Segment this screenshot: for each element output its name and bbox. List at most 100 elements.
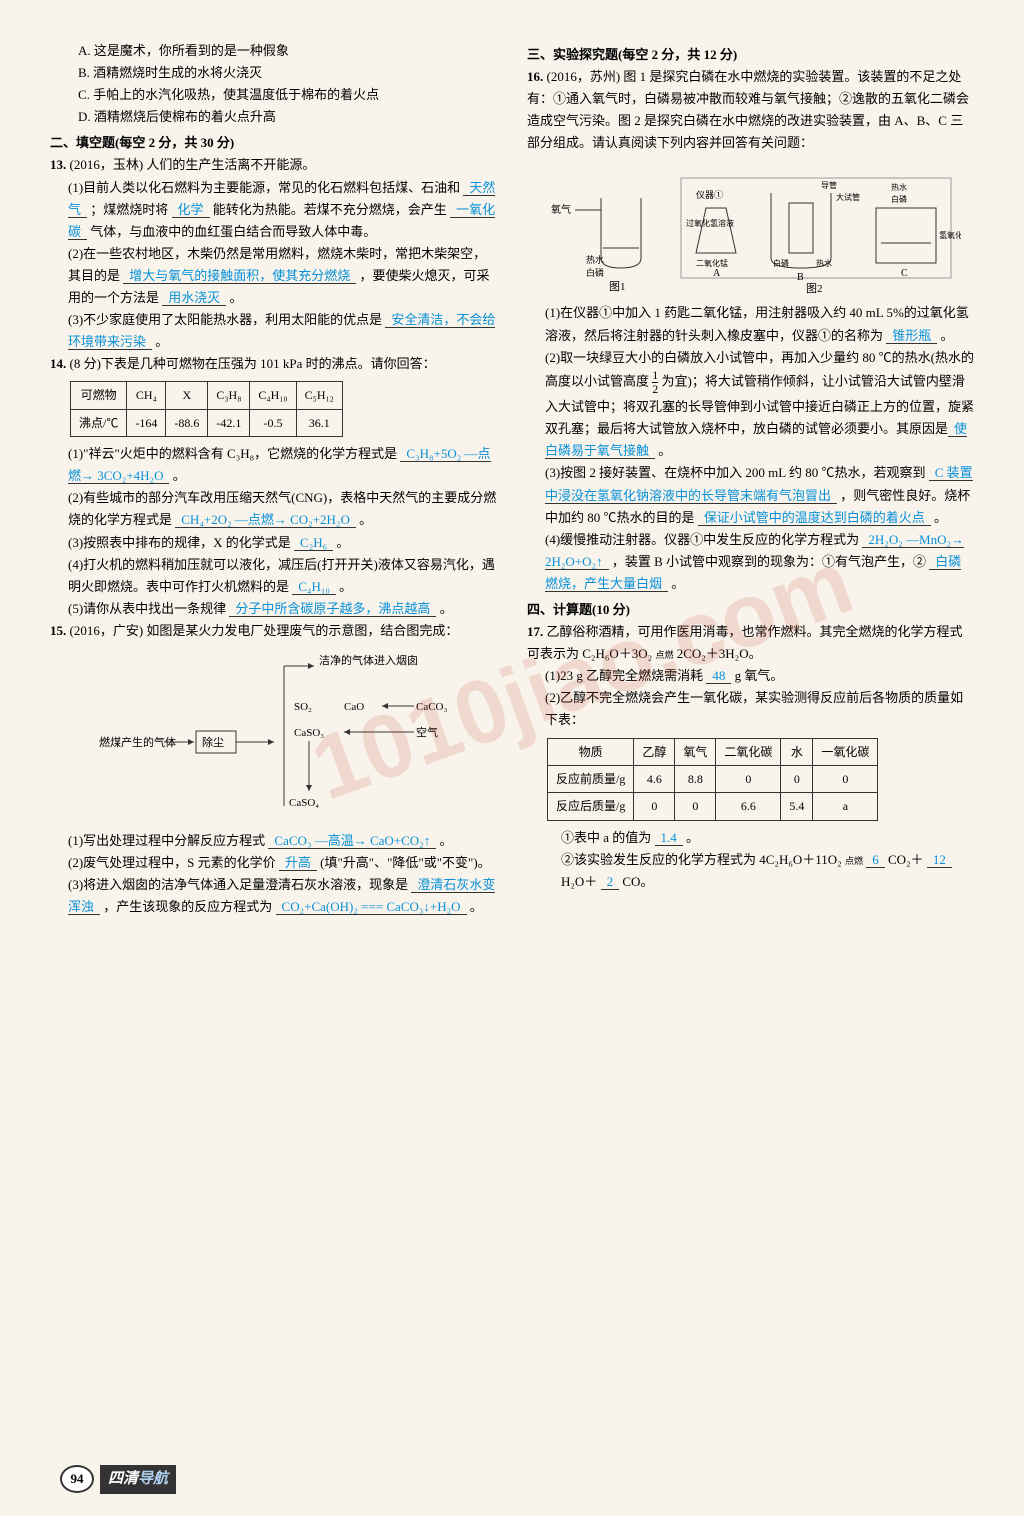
q15: 15. (2016，广安) 如图是某火力发电厂处理废气的示意图，结合图完成： <box>50 620 497 642</box>
t17-h2: 氧气 <box>675 738 716 765</box>
q13-1-blank-2: 化学 <box>172 202 210 218</box>
t17-r2-label: 反应后质量/g <box>548 793 634 820</box>
q17-2-1-end: 。 <box>683 830 699 845</box>
t14-c1: CH₄ <box>127 382 166 409</box>
d16-labB: B <box>797 272 804 283</box>
t14-b3: -42.1 <box>208 409 250 436</box>
t17-r2-2: 0 <box>675 793 716 820</box>
q14-3-text: (3)按照表中排布的规律，X 的化学式是 <box>68 535 294 550</box>
q13-2-blank-2: 用水浇灭 <box>162 290 226 306</box>
q13-2-blank-1: 增大与氧气的接触面积，使其充分燃烧 <box>123 268 356 284</box>
q14-5-end: 。 <box>436 601 452 616</box>
d16-naoh: 氢氧化钠溶液 <box>939 230 961 240</box>
d15-air: 空气 <box>416 725 438 739</box>
frac-den: 2 <box>652 383 658 396</box>
q15-source: (2016，广安) <box>70 623 144 638</box>
q16-3-text-a: (3)按图 2 接好装置、在烧杯中加入 200 mL 约 80 ℃热水，若观察到 <box>545 465 929 480</box>
q14-5: (5)请你从表中找出一条规律 分子中所含碳原子越多，沸点越高 。 <box>50 598 497 620</box>
choice-a: A. 这是魔术，你所看到的是一种假象 <box>50 40 497 62</box>
q16-number: 16. <box>527 69 543 84</box>
q17-number: 17. <box>527 624 543 639</box>
q17-table: 物质 乙醇 氧气 二氧化碳 水 一氧化碳 反应前质量/g 4.6 8.8 0 0… <box>547 738 878 821</box>
q17-2-2-end: CO。 <box>622 874 653 889</box>
q13-source: (2016，玉林) <box>70 157 144 172</box>
d16-h2o2: 过氧化氢溶液 <box>686 218 734 228</box>
t17-r2-4: 5.4 <box>781 793 813 820</box>
q13-1: (1)目前人类以化石燃料为主要能源，常见的化石燃料包括煤、石油和 天然气 ；煤燃… <box>50 177 497 243</box>
d16-hotwater2: 热水 <box>816 258 832 268</box>
q17-2-2-blank-3: 2 <box>601 874 620 890</box>
q16-diagram: 氧气 热水 白磷 图1 仪器① 过氧化氢溶液 二氧化锰 A 导管 大试管 白磷 … <box>541 158 961 298</box>
d16-whitep: 白磷 <box>586 267 604 278</box>
q16-4-text-c: ，装置 B 小试管中观察到的现象为：①有气泡产生，② <box>609 554 930 569</box>
q13-3-text-c: 。 <box>152 334 168 349</box>
q15-1-text: (1)写出处理过程中分解反应方程式 <box>68 833 268 848</box>
q16-3: (3)按图 2 接好装置、在烧杯中加入 200 mL 约 80 ℃热水，若观察到… <box>527 462 974 528</box>
q14-4: (4)打火机的燃料稍加压就可以液化，减压后(打开开关)液体又容易汽化，遇明火即燃… <box>50 554 497 598</box>
q14-1: (1)"祥云"火炬中的燃料含有 C₃H₈，它燃烧的化学方程式是 C₃H₈+5O₂… <box>50 443 497 487</box>
q17-stem-b: 2CO₂＋3H₂O。 <box>677 646 762 661</box>
t17-r1-3: 0 <box>716 765 781 792</box>
q17-2-1-blank: 1.4 <box>655 830 683 846</box>
q14-3-blank: C₂H₆ <box>294 535 333 551</box>
q17-2-2-mid1: CO₂＋ <box>888 852 927 867</box>
t14-b2: -88.6 <box>166 409 208 436</box>
t17-r1-5: 0 <box>813 765 878 792</box>
t14-c5: C₅H₁₂ <box>296 382 342 409</box>
d16-whitep2: 白磷 <box>773 258 789 268</box>
q16-3-blank-2: 保证小试管中的温度达到白磷的着火点 <box>698 510 931 526</box>
t17-r1-1: 4.6 <box>634 765 675 792</box>
q17-2-2-text-a: ②该实验发生反应的化学方程式为 4C₂H₆O＋11O₂ <box>561 852 845 867</box>
q15-3: (3)将进入烟囱的洁净气体通入足量澄清石灰水溶液，现象是 澄清石灰水变浑浊 ，产… <box>50 874 497 918</box>
q14-table: 可燃物 CH₄ X C₃H₈ C₄H₁₀ C₅H₁₂ 沸点/℃ -164 -88… <box>70 381 343 437</box>
q15-1: (1)写出处理过程中分解反应方程式 CaCO₃ —高温→ CaO+CO₂↑ 。 <box>50 830 497 852</box>
choice-d: D. 酒精燃烧后使棉布的着火点升高 <box>50 106 497 128</box>
d16-bigtube: 大试管 <box>836 192 860 202</box>
q15-3-end: 。 <box>467 899 483 914</box>
right-column: 三、实验探究题(每空 2 分，共 12 分) 16. (2016，苏州) 图 1… <box>527 40 974 918</box>
q17-1-end: g 氧气。 <box>731 668 783 683</box>
q14-stem: (8 分)下表是几种可燃物在压强为 101 kPa 时的沸点。请你回答： <box>70 356 436 371</box>
q17-2-2-mid2: H₂O＋ <box>561 874 601 889</box>
section-4-title: 四、计算题(10 分) <box>527 599 974 621</box>
t17-h4: 水 <box>781 738 813 765</box>
t17-r2-5: a <box>813 793 878 820</box>
t14-c2: X <box>166 382 208 409</box>
q17-1-blank: 48 <box>706 668 731 684</box>
q14-4-blank: C₄H₁₀ <box>292 579 336 595</box>
d16-instrument: 仪器① <box>696 190 723 200</box>
q15-number: 15. <box>50 623 66 638</box>
t17-r2-1: 0 <box>634 793 675 820</box>
q15-3-text-a: (3)将进入烟囱的洁净气体通入足量澄清石灰水溶液，现象是 <box>68 877 411 892</box>
q13: 13. (2016，玉林) 人们的生产生活离不开能源。 <box>50 154 497 176</box>
q13-2-text-d: 。 <box>226 290 242 305</box>
t14-c4: C₄H₁₀ <box>250 382 296 409</box>
q15-2: (2)废气处理过程中，S 元素的化学价 升高 (填"升高"、"降低"或"不变")… <box>50 852 497 874</box>
q16-4-end: 。 <box>668 576 684 591</box>
q17-stem-cond: 点燃 <box>655 650 673 660</box>
d16-labC: C <box>901 268 908 279</box>
q13-3: (3)不少家庭使用了太阳能热水器，利用太阳能的优点是 安全清洁，不会给环境带来污… <box>50 309 497 353</box>
d15-caso4: CaSO₄ <box>289 797 319 809</box>
q14: 14. (8 分)下表是几种可燃物在压强为 101 kPa 时的沸点。请你回答： <box>50 353 497 375</box>
q16-3-end: 。 <box>931 510 947 525</box>
q14-2: (2)有些城市的部分汽车改用压缩天然气(CNG)，表格中天然气的主要成分燃烧的化… <box>50 487 497 531</box>
q17-2-stem: (2)乙醇不完全燃烧会产生一氧化碳，某实验测得反应前后各物质的质量如下表： <box>527 687 974 731</box>
t14-c3: C₃H₈ <box>208 382 250 409</box>
d16-hotwater: 热水 <box>586 254 604 265</box>
q15-2-blank: 升高 <box>279 855 317 871</box>
q17-2-2-blank-1: 6 <box>866 852 885 868</box>
q14-4-text: (4)打火机的燃料稍加压就可以液化，减压后(打开开关)液体又容易汽化，遇明火即燃… <box>68 557 495 594</box>
q16-4: (4)缓慢推动注射器。仪器①中发生反应的化学方程式为 2H₂O₂ —MnO₂→ … <box>527 529 974 595</box>
q14-5-blank: 分子中所含碳原子越多，沸点越高 <box>229 601 436 617</box>
d16-tube: 导管 <box>821 180 837 190</box>
q17-1-text: (1)23 g 乙醇完全燃烧需消耗 <box>545 668 706 683</box>
q13-1-text-e: 气体，与血液中的血红蛋白结合而导致人体中毒。 <box>87 224 376 239</box>
q14-2-blank: CH₄+2O₂ —点燃→ CO₂+2H₂O <box>175 512 356 528</box>
q15-3-blank-2: CO₂+Ca(OH)₂ === CaCO₃↓+H₂O <box>276 899 467 915</box>
t17-r1-2: 8.8 <box>675 765 716 792</box>
t17-r1-4: 0 <box>781 765 813 792</box>
q16-4-text-a: (4)缓慢推动注射器。仪器①中发生反应的化学方程式为 <box>545 532 862 547</box>
d16-hotwater3: 热水 <box>891 182 907 192</box>
t14-h-sub: 可燃物 <box>71 382 127 409</box>
